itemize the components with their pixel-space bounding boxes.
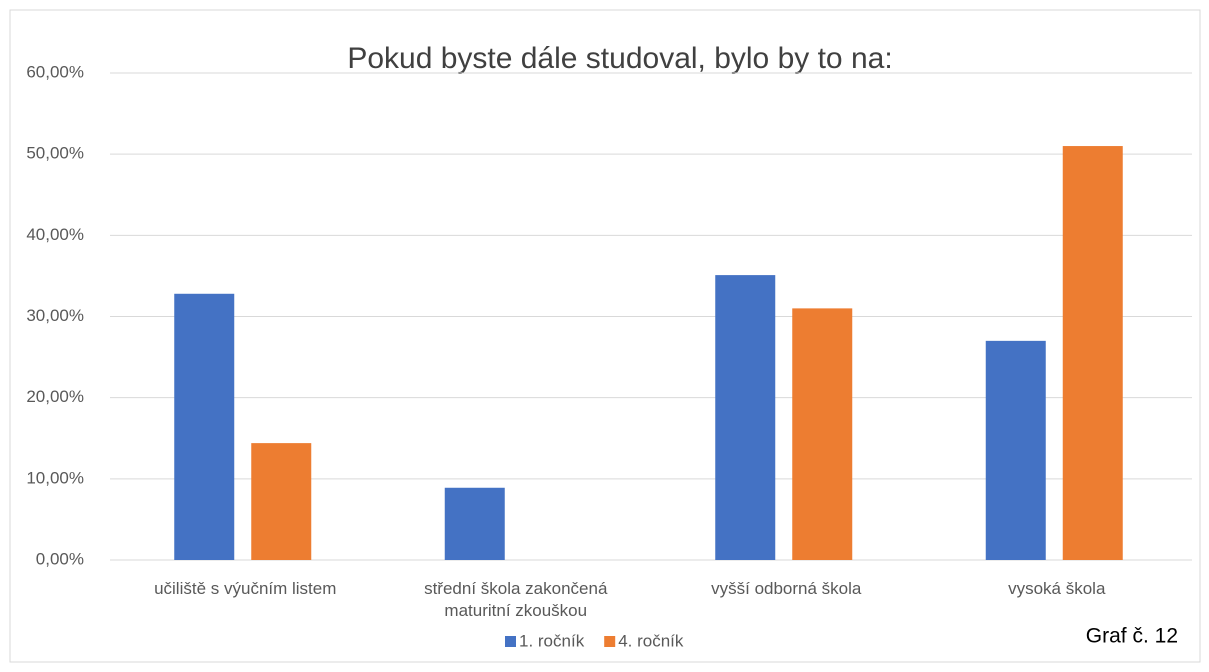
y-tick-label: 40,00% [26, 225, 84, 244]
annotation: Graf č. 12 [1086, 625, 1178, 648]
y-tick-label: 60,00% [26, 62, 84, 81]
legend-label: 4. ročník [618, 631, 684, 650]
y-tick-label: 30,00% [26, 306, 84, 325]
bar [251, 443, 312, 560]
bar [444, 487, 505, 560]
bar [985, 340, 1046, 560]
chart-title: Pokud byste dále studoval, bylo by to na… [347, 42, 892, 75]
legend-label: 1. ročník [519, 631, 585, 650]
y-tick-label: 0,00% [36, 549, 84, 568]
y-tick-label: 50,00% [26, 144, 84, 163]
bar [174, 293, 235, 560]
legend-swatch [505, 636, 516, 647]
bar [715, 275, 776, 560]
bar [1062, 146, 1123, 561]
legend-swatch [604, 636, 616, 647]
bar [792, 308, 853, 560]
y-tick-label: 20,00% [26, 387, 84, 406]
y-tick-label: 10,00% [26, 468, 84, 487]
x-tick-label: střední škola zakončená maturitní zkoušk… [424, 579, 608, 620]
x-tick-label: vyšší odborná škola [711, 579, 862, 598]
x-tick-label: vysoká škola [1008, 579, 1106, 598]
x-tick-label: učiliště s výučním listem [154, 579, 337, 598]
